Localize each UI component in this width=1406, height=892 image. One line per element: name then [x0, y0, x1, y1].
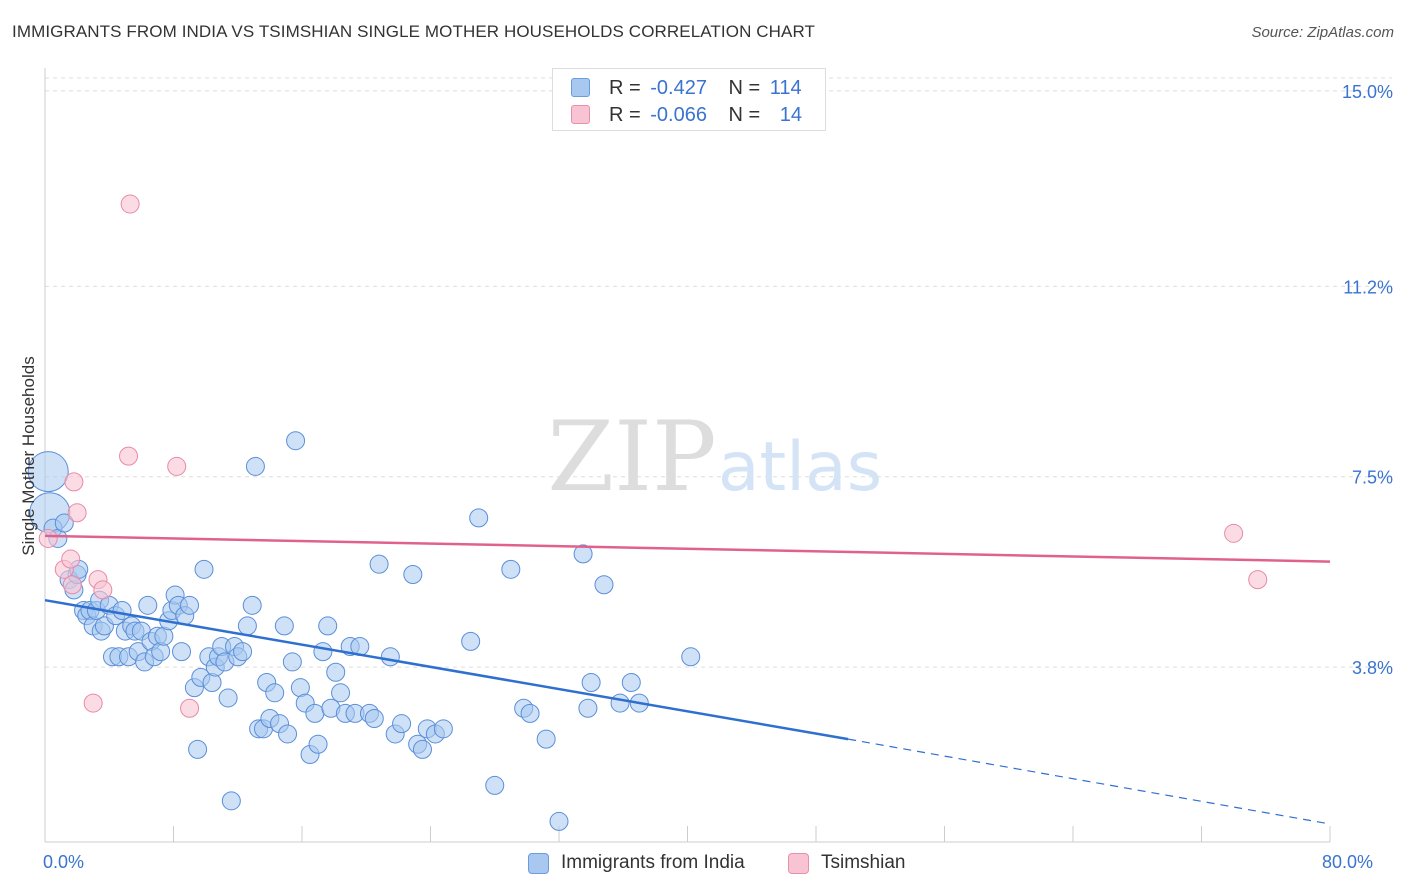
- legend-n-label: N =: [728, 104, 761, 126]
- point-india: [218, 688, 238, 708]
- correlation-legend: R = -0.427 N = 114 R = -0.066 N = 14: [552, 68, 826, 131]
- point-india: [364, 709, 384, 729]
- legend-n-label: N =: [728, 77, 761, 99]
- point-tsimshian: [67, 503, 87, 523]
- point-india: [172, 642, 192, 662]
- point-india: [245, 456, 265, 476]
- point-india: [369, 554, 389, 574]
- legend-r-label: R =: [609, 77, 641, 99]
- legend-r-label: R =: [609, 104, 641, 126]
- bottom-legend-swatch-tsimshian: [788, 853, 809, 874]
- point-tsimshian: [167, 456, 187, 476]
- point-india: [380, 647, 400, 667]
- point-india: [151, 642, 171, 662]
- point-india: [594, 575, 614, 595]
- series-tsimshian-points: [38, 194, 1268, 718]
- bottom-legend-label-tsimshian: Tsimshian: [821, 852, 906, 873]
- point-india: [578, 698, 598, 718]
- point-tsimshian: [119, 446, 139, 466]
- point-india: [469, 508, 489, 528]
- y-tick-label: 11.2%: [1343, 277, 1393, 297]
- legend-swatch-tsimshian: [571, 105, 590, 124]
- point-tsimshian: [120, 194, 140, 214]
- point-india: [308, 734, 328, 754]
- tick-labels: 3.8% 7.5% 11.2% 15.0%: [1342, 82, 1393, 678]
- watermark-zip: ZIP: [547, 401, 716, 513]
- point-india: [461, 631, 481, 651]
- point-india: [112, 600, 132, 620]
- point-india: [180, 595, 200, 615]
- point-india: [326, 662, 346, 682]
- point-india: [221, 791, 241, 811]
- point-india: [331, 683, 351, 703]
- point-india: [681, 647, 701, 667]
- point-india: [27, 451, 69, 493]
- point-tsimshian: [64, 472, 84, 492]
- watermark-atlas: atlas: [718, 428, 882, 507]
- point-india: [610, 693, 630, 713]
- point-india: [274, 616, 294, 636]
- point-india: [412, 739, 432, 759]
- point-india: [54, 513, 74, 533]
- y-tick-label: 3.8%: [1352, 658, 1393, 678]
- watermark: ZIP atlas: [547, 401, 882, 513]
- point-tsimshian: [83, 693, 103, 713]
- point-india: [313, 642, 333, 662]
- trend-line-india-extension: [848, 738, 1331, 825]
- point-india: [621, 673, 641, 693]
- y-axis-label: Single Mother Households: [19, 356, 38, 556]
- legend-r-value-tsimshian: -0.066: [650, 104, 707, 126]
- point-india: [403, 564, 423, 584]
- gridlines: [45, 77, 1392, 668]
- point-india: [282, 652, 302, 672]
- y-tick-label: 15.0%: [1342, 82, 1393, 102]
- point-india: [573, 544, 593, 564]
- legend-n-value-tsimshian: 14: [779, 104, 803, 126]
- x-tick-max: 80.0%: [1322, 852, 1374, 872]
- point-india: [520, 703, 540, 723]
- point-india: [278, 724, 298, 744]
- point-india: [194, 559, 214, 579]
- point-tsimshian: [38, 528, 58, 548]
- point-india: [305, 703, 325, 723]
- point-india: [536, 729, 556, 749]
- point-india: [202, 673, 222, 693]
- point-tsimshian: [1248, 570, 1268, 590]
- y-tick-label: 7.5%: [1352, 468, 1393, 488]
- point-india: [188, 739, 208, 759]
- source-label: Source: ZipAtlas.com: [1251, 24, 1394, 41]
- point-india: [433, 719, 453, 739]
- legend-r-value-india: -0.427: [650, 77, 707, 99]
- point-india: [286, 431, 306, 451]
- trend-line-india: [44, 598, 849, 741]
- point-tsimshian: [61, 549, 81, 569]
- point-india: [265, 683, 285, 703]
- point-india: [581, 673, 601, 693]
- point-india: [501, 559, 521, 579]
- point-india: [318, 616, 338, 636]
- x-tick-min: 0.0%: [43, 852, 85, 872]
- point-india: [485, 775, 505, 795]
- point-india: [138, 595, 158, 615]
- point-india: [242, 595, 262, 615]
- point-tsimshian: [1224, 523, 1244, 543]
- point-india: [549, 811, 569, 831]
- trend-line-tsimshian: [44, 534, 1331, 563]
- point-india: [233, 642, 253, 662]
- chart-title: IMMIGRANTS FROM INDIA VS TSIMSHIAN SINGL…: [12, 22, 816, 41]
- point-india: [392, 714, 412, 734]
- point-tsimshian: [180, 698, 200, 718]
- legend-swatch-india: [571, 78, 590, 97]
- point-tsimshian: [62, 575, 82, 595]
- bottom-legend-swatch-india: [528, 853, 549, 874]
- bottom-legend-label-india: Immigrants from India: [561, 852, 745, 873]
- point-india: [237, 616, 257, 636]
- series-india-points: [27, 431, 701, 831]
- trend-lines: [44, 534, 1331, 825]
- point-tsimshian: [93, 580, 113, 600]
- legend-n-value-india: 114: [769, 77, 802, 99]
